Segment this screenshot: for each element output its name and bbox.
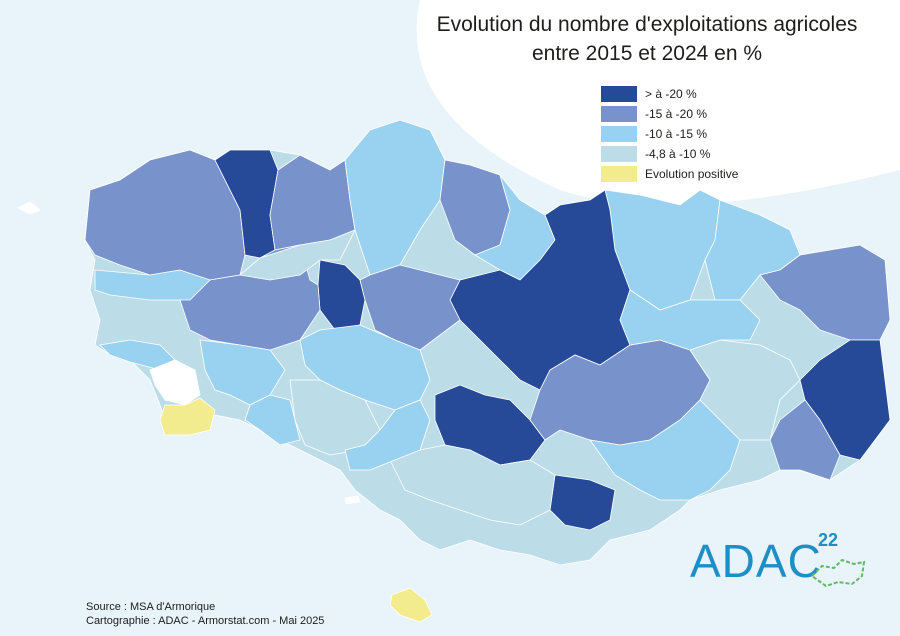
logo-text: ADAC [690, 535, 822, 587]
legend-item: -10 à -15 % [601, 124, 738, 144]
region-pont-labbe [159, 397, 216, 436]
region-landerneau [239, 229, 356, 281]
map-title: Evolution du nombre d'exploitations agri… [412, 10, 882, 68]
region-quimperle [244, 394, 301, 446]
logo-map-outline-icon [810, 558, 866, 588]
legend-swatch [601, 146, 637, 162]
legend-swatch [601, 86, 637, 102]
region-baud [434, 384, 546, 466]
ouessant [17, 201, 41, 215]
region-guingamp [344, 119, 446, 276]
region-montfort [689, 339, 801, 441]
source-credits: Source : MSA d'Armorique Cartographie : … [86, 600, 324, 628]
legend-item: > à -20 % [601, 84, 738, 104]
legend-swatch [601, 106, 637, 122]
title-line-1: Evolution du nombre d'exploitations agri… [436, 13, 858, 36]
region-lorient [389, 444, 556, 526]
region-no-data [149, 359, 201, 406]
belle-ile [389, 587, 433, 623]
legend: > à -20 % -15 à -20 % -10 à -15 % -4,8 à… [601, 84, 738, 184]
logo-number: 22 [818, 530, 839, 550]
region-muzillac [549, 474, 616, 531]
legend-label: > à -20 % [645, 87, 697, 101]
title-cutout [416, 0, 900, 205]
ile-de-sein [344, 495, 361, 505]
region-redon [769, 399, 841, 481]
legend-item: Evolution positive [601, 164, 738, 184]
region-rostrenen [359, 264, 461, 351]
region-vannes [589, 399, 741, 501]
legend-label: -10 à -15 % [645, 127, 708, 141]
legend-label: -4,8 à -10 % [645, 147, 711, 161]
region-brest [94, 269, 211, 301]
title-line-2: entre 2015 et 2024 en % [531, 42, 762, 65]
legend-swatch [601, 166, 637, 182]
legend-swatch [601, 126, 637, 142]
cartography-line: Cartographie : ADAC - Armorstat.com - Ma… [86, 615, 325, 627]
legend-label: Evolution positive [645, 167, 739, 181]
adac-logo: ADAC 22 [690, 530, 870, 590]
legend-label: -15 à -20 % [645, 107, 708, 121]
legend-item: -15 à -20 % [601, 104, 738, 124]
region-dol [619, 289, 761, 351]
source-line: Source : MSA d'Armorique [86, 601, 216, 613]
legend-item: -4,8 à -10 % [601, 144, 738, 164]
region-concarneau [344, 399, 431, 471]
